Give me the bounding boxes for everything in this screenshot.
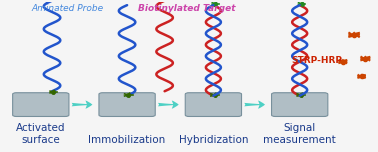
Text: Immobilization: Immobilization: [88, 135, 166, 145]
FancyBboxPatch shape: [99, 93, 155, 116]
FancyBboxPatch shape: [271, 93, 328, 116]
Text: Activated
surface: Activated surface: [16, 123, 65, 145]
Text: Signal
measurement: Signal measurement: [263, 123, 336, 145]
FancyBboxPatch shape: [185, 93, 242, 116]
Text: STRP-HRP: STRP-HRP: [291, 55, 342, 65]
FancyBboxPatch shape: [12, 93, 69, 116]
Text: Aminated Probe: Aminated Probe: [31, 4, 103, 13]
Text: Hybridization: Hybridization: [179, 135, 248, 145]
Text: Biotinylated Target: Biotinylated Target: [138, 4, 236, 13]
